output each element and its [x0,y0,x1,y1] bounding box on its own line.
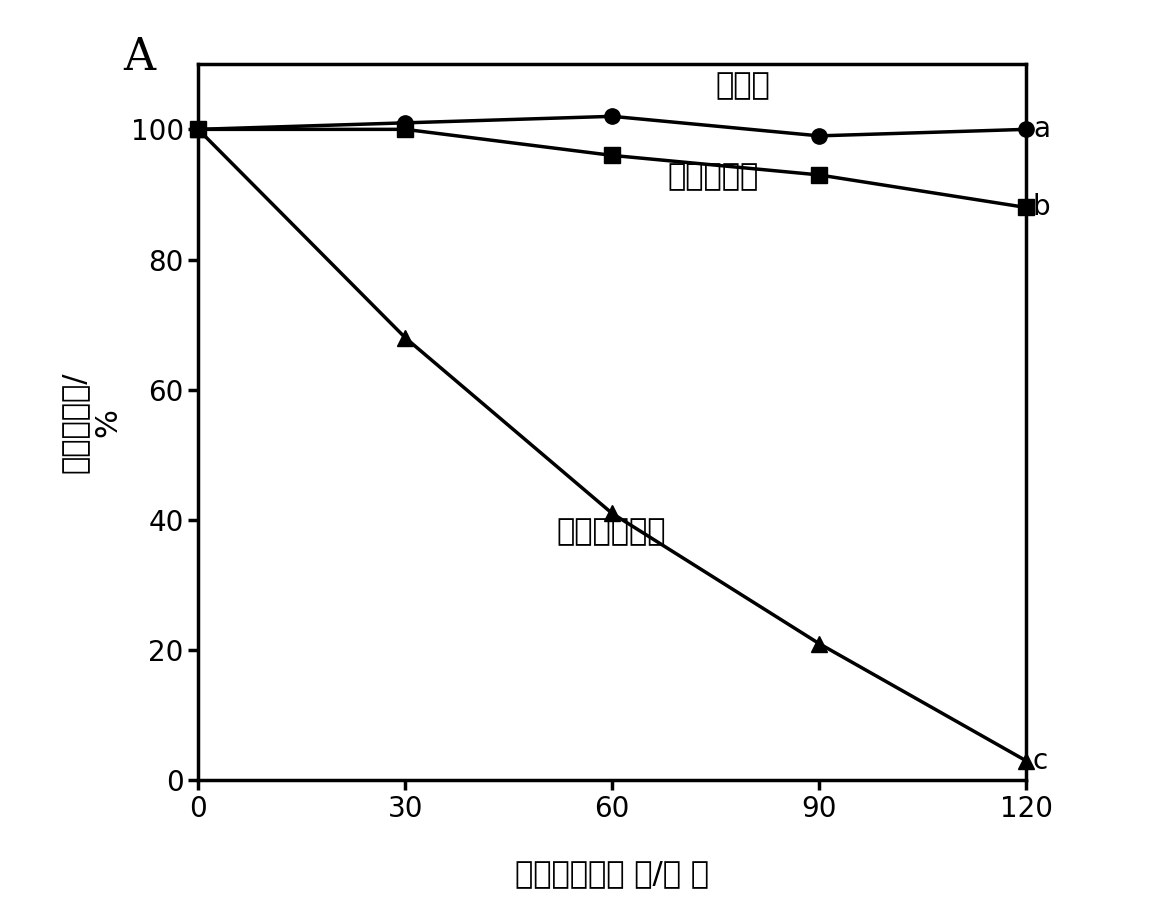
Text: 细菌存活率/
%: 细菌存活率/ % [59,372,122,473]
Text: a: a [1033,116,1049,143]
Text: c: c [1033,746,1048,775]
Text: 加催化剂光照: 加催化剂光照 [557,517,667,546]
Text: 可见光照射时 间/分 钟: 可见光照射时 间/分 钟 [515,859,709,888]
Text: 不加催化剂: 不加催化剂 [667,162,759,191]
Text: A: A [124,36,156,79]
Text: 不光照: 不光照 [716,71,771,100]
Text: b: b [1033,194,1051,221]
